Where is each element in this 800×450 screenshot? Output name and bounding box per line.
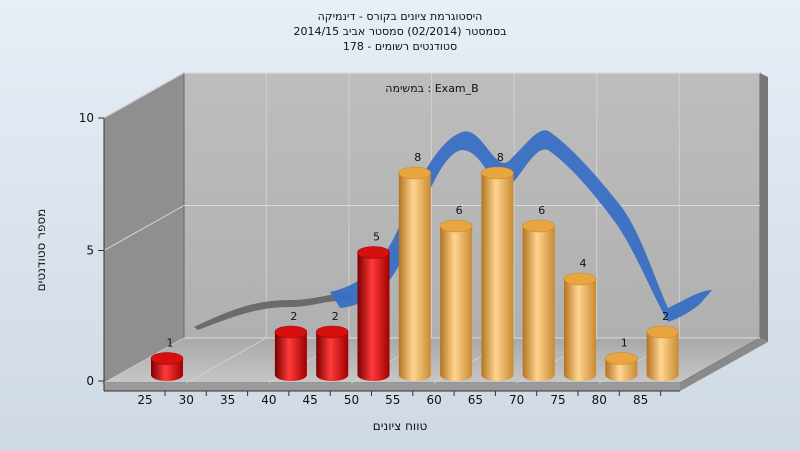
bar-top-65 xyxy=(481,166,514,180)
bar-body-40 xyxy=(274,332,307,381)
x-tick-50: 50 xyxy=(344,393,359,407)
data-label-50: 5 xyxy=(373,231,380,244)
bar-top-70 xyxy=(522,219,556,233)
x-tick-70: 70 xyxy=(509,393,524,407)
bar-top-85 xyxy=(646,325,679,339)
x-tick-35: 35 xyxy=(220,393,235,407)
bar-top-25 xyxy=(150,352,184,365)
data-label-75: 4 xyxy=(580,257,587,270)
bar-40 xyxy=(274,325,308,381)
y-tick-labels: 0 5 10 xyxy=(79,111,104,388)
data-label-80: 1 xyxy=(621,337,628,350)
bars-group xyxy=(150,166,679,381)
bar-body-60 xyxy=(440,226,473,381)
task-annotation: במשימה : Exam_B xyxy=(385,82,478,95)
bar-body-25 xyxy=(151,358,183,381)
bar-body-70 xyxy=(522,226,555,381)
x-tick-80: 80 xyxy=(592,393,607,407)
x-tick-85: 85 xyxy=(633,393,648,407)
data-label-55: 8 xyxy=(414,151,421,164)
bar-body-80 xyxy=(605,358,638,381)
back-wall-edge xyxy=(760,73,768,342)
grid-line-left-1 xyxy=(103,205,185,251)
y-tick-5: 5 xyxy=(86,244,94,258)
grid-line-left-0 xyxy=(103,337,185,384)
x-tick-25: 25 xyxy=(137,393,152,407)
bar-50 xyxy=(357,246,390,381)
chart-title-line-2: בסמסטר (02/2014) סמסטר אביב 2014/15 xyxy=(293,25,506,38)
y-tick-0: 0 xyxy=(86,374,94,388)
x-tick-75: 75 xyxy=(550,393,565,407)
bar-top-55 xyxy=(398,166,432,180)
bar-top-60 xyxy=(439,219,473,233)
bar-body-75 xyxy=(564,279,596,381)
y-axis-label: מספר סטודנטים xyxy=(34,209,48,292)
bar-85 xyxy=(646,325,679,381)
grid-line-floor-1 xyxy=(186,337,267,384)
bar-body-50 xyxy=(357,252,390,381)
data-label-45: 2 xyxy=(332,310,339,323)
y-tick-10: 10 xyxy=(79,111,94,125)
bar-top-45 xyxy=(315,325,349,339)
bar-top-75 xyxy=(563,272,597,286)
bar-60 xyxy=(439,219,473,381)
data-label-60: 6 xyxy=(456,204,463,217)
x-axis-label: טווח ציונים xyxy=(373,419,428,433)
bar-45 xyxy=(315,325,349,381)
bar-75 xyxy=(563,272,597,381)
x-tick-30: 30 xyxy=(179,393,194,407)
bar-body-55 xyxy=(398,173,431,381)
floor-side-edge xyxy=(680,338,768,391)
bar-25 xyxy=(150,352,184,381)
bar-80 xyxy=(604,352,638,381)
floor-front-edge xyxy=(104,383,680,391)
bar-body-65 xyxy=(481,173,514,381)
bar-top-80 xyxy=(604,352,638,365)
bar-top-50 xyxy=(357,246,390,259)
x-tick-40: 40 xyxy=(261,393,276,407)
x-tick-labels: 25 30 35 40 45 50 55 60 65 70 75 80 85 xyxy=(137,391,662,407)
grid-line-left-2 xyxy=(103,72,185,119)
bar-top-40 xyxy=(274,325,308,339)
data-label-25: 1 xyxy=(167,337,174,350)
x-tick-45: 45 xyxy=(303,393,318,407)
bar-body-45 xyxy=(316,332,349,381)
data-labels-group: 1 2 2 5 8 6 8 6 4 1 2 xyxy=(167,151,670,350)
data-label-85: 2 xyxy=(662,310,669,323)
data-label-40: 2 xyxy=(290,310,297,323)
axes-group xyxy=(103,118,680,392)
bar-55 xyxy=(398,166,432,381)
chart-title-line-1: היסטוגרמת ציונים בקורס - דינמיקה xyxy=(318,10,483,23)
chart-title-line-3: סטודנטים רשומים - 178 xyxy=(343,40,457,53)
bar-65 xyxy=(481,166,514,381)
data-label-70: 6 xyxy=(538,204,545,217)
bar-body-85 xyxy=(646,332,679,381)
bar-70 xyxy=(522,219,556,381)
x-tick-60: 60 xyxy=(426,393,441,407)
data-label-65: 8 xyxy=(497,151,504,164)
x-tick-55: 55 xyxy=(385,393,400,407)
x-tick-65: 65 xyxy=(468,393,483,407)
curve-shadow-segment xyxy=(194,293,355,330)
